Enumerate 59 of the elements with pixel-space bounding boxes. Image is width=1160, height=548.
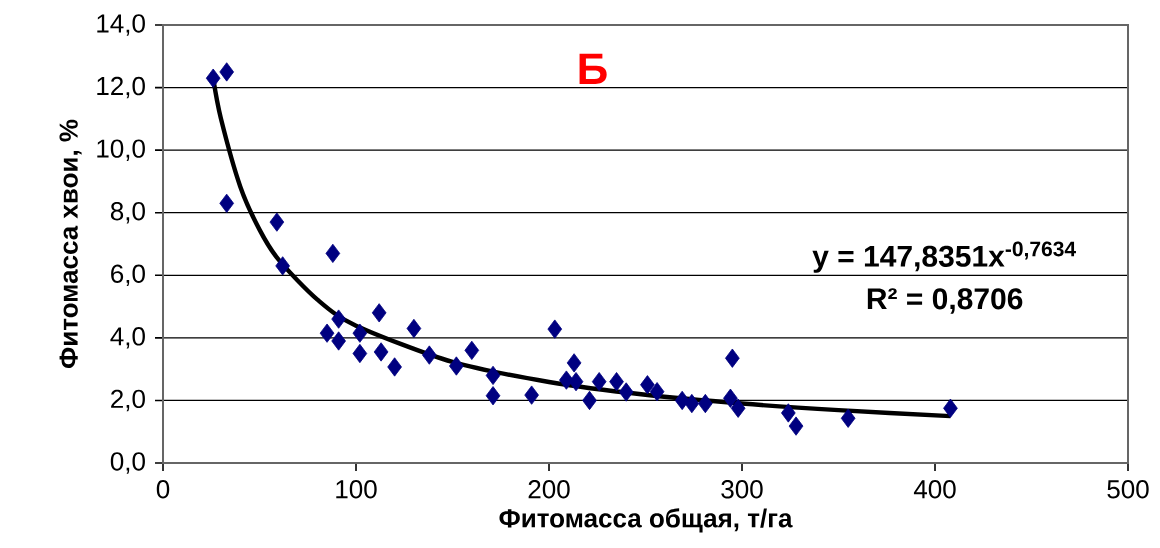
point [674,390,690,411]
point [373,342,389,362]
y-tick-label: 8,0 [110,201,145,224]
point [464,340,480,360]
point [205,68,221,88]
annotation: Б [579,53,607,84]
point [219,193,234,213]
y-tick-label: 14,0 [97,14,145,36]
point [275,256,290,276]
point [730,398,746,418]
point [566,353,582,373]
annotation: y = 147,8351x$^{-0,7634}$ [812,241,1076,273]
y-axis-title: Фитомасса хвои, % [59,119,82,369]
point [331,331,346,351]
y-tick-label: 4,0 [110,327,145,349]
y-tick-label: 12,0 [97,76,145,99]
x-tick-label: 300 [721,480,763,499]
point [725,348,740,368]
point [269,212,285,232]
point [449,356,464,376]
point [485,365,501,385]
point [352,343,368,364]
point [568,372,584,392]
point [591,372,607,392]
x-tick-label: 500 [1107,480,1149,499]
y-tick-label: 10,0 [97,139,145,161]
x-tick-label: 0 [156,480,170,499]
point [371,303,387,323]
point [684,393,700,414]
annotation: R² = 0,8706 [867,288,1023,314]
point [943,398,958,418]
point [406,318,422,339]
y-tick-label: 2,0 [111,389,145,412]
point [547,319,563,339]
point [387,357,402,377]
point [788,416,804,436]
point [331,309,346,329]
point [649,382,665,402]
x-tick-label: 400 [913,480,956,499]
point [352,323,368,343]
point [582,390,597,411]
point [609,372,624,392]
point [640,375,655,395]
point [723,388,738,408]
point [781,403,796,423]
point [618,382,634,402]
x-axis-title: Фитомасса общая, т/га [499,508,793,533]
x-tick-label: 200 [528,480,570,499]
x-tick-label: 100 [336,480,377,499]
point [319,323,335,343]
point [422,345,437,365]
y-tick-label: 6,0 [111,264,145,287]
point [698,393,713,414]
y-tick-label: 0,0 [110,452,145,474]
point [325,243,341,263]
point [840,408,856,428]
point [524,385,539,405]
point [219,62,234,82]
point [485,386,501,406]
